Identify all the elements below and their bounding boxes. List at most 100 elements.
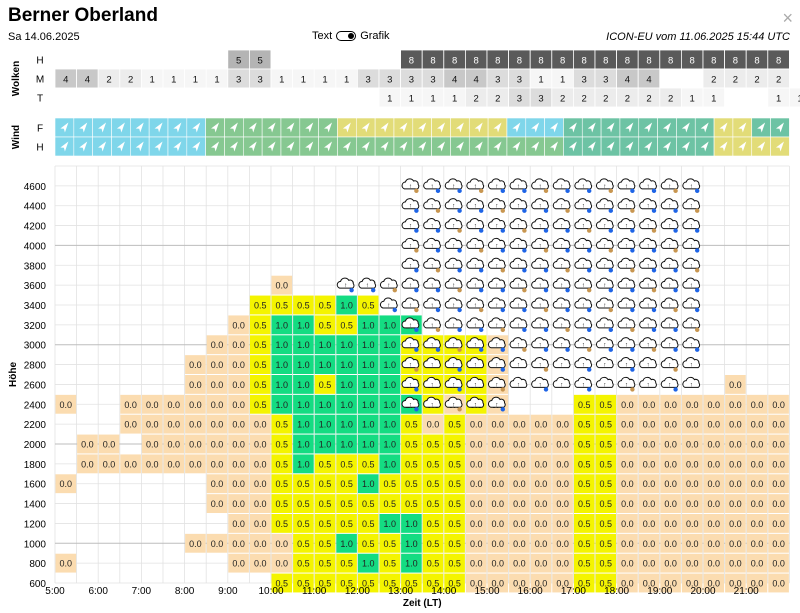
rain-drop-icon [543,248,549,253]
thermal-value: 0.5 [297,559,310,569]
thermal-value: 1.0 [276,360,289,370]
cloud-icon-mark: ↑ [409,263,412,269]
thermal-value: 0.0 [492,499,505,509]
x-tick-label: 16:00 [518,586,543,597]
cloud-icon-mark: ↑ [560,303,563,309]
thermal-value: 0.0 [621,420,634,430]
rain-drop-icon [500,228,505,233]
wind-arrow-icon [135,141,144,152]
cloud-value: 1 [344,75,349,86]
wind-cell [148,117,169,138]
cloud-icon [466,396,485,408]
cloud-icon-mark: ↑ [517,283,520,289]
wind-cell [148,136,169,157]
cloud-icon [552,317,571,329]
rain-drop-icon [608,307,613,313]
thermal-value: 0.0 [729,519,742,529]
thermal-value: 0.0 [729,400,742,410]
cloud-icon [509,237,528,249]
thermal-value: 0.0 [492,340,505,350]
y-tick-label: 3800 [24,261,47,272]
thermal-value: 0.5 [297,519,310,529]
thermal-value: 0.0 [556,499,569,509]
thermal-value: 0.0 [492,420,505,430]
cloud-icon-mark: ↑ [431,184,434,190]
thermal-cell [595,434,617,454]
cloud-icon-mark: ↑ [647,283,650,289]
cloud-icon [682,357,701,369]
cloud-value: 4 [625,75,630,86]
rain-drop-icon [608,188,613,194]
cloud-icon-mark: ↑ [452,382,455,388]
thermal-value: 0.0 [535,479,548,489]
cloud-icon-mark: ↑ [452,303,455,309]
thermal-cell [422,494,444,513]
thermal-value: 0.0 [470,539,483,549]
thermal-value: 0.0 [232,519,245,529]
rain-drop-icon [695,248,700,253]
thermal-value: 0.0 [686,519,699,529]
thermal-cell [379,474,401,494]
thermal-cell [293,434,314,454]
thermal-cell [573,474,595,494]
thermal-value: 0.5 [448,479,461,489]
model-info: ICON-EU vom 11.06.2025 15:44 UTC [606,31,790,43]
y-tick-label: 2000 [24,440,47,451]
cloud-icon [531,297,549,309]
thermal-cell [638,474,660,494]
thermal-cell [487,494,509,513]
cloud-cell [421,68,445,89]
thermal-cell [293,514,314,533]
thermal-value: 0.5 [384,479,397,489]
thermal-cell [509,414,530,434]
thermal-value: 0.5 [319,479,332,489]
rain-drop-icon [479,248,484,253]
thermal-cell [768,434,789,454]
cloud-cell [637,49,661,70]
cloud-value: 8 [603,56,608,67]
thermal-value: 0.0 [492,519,505,529]
cloud-icon-mark: ↑ [474,243,477,249]
cloud-icon [574,357,593,369]
cloud-value: 3 [517,75,522,86]
thermal-cell [422,573,444,593]
thermal-value: 0.5 [427,400,440,410]
cloud-icon [682,218,701,230]
thermal-cell [357,514,379,533]
cloud-icon [531,277,549,289]
toggle-text-label[interactable]: Text [312,30,333,42]
cloud-icon [660,198,679,210]
cloud-icon-mark: ↑ [431,283,434,289]
thermal-value: 0.0 [621,479,634,489]
thermal-cell [487,573,509,593]
wind-cell [506,117,527,138]
cloud-icon-mark: ↑ [625,303,628,309]
cloud-icon [401,237,420,249]
cloud-icon-mark: ↑ [647,343,650,349]
cloud-icon [466,297,485,309]
thermal-cell [357,533,379,553]
close-icon[interactable]: × [782,8,793,28]
thermal-cell [465,394,487,414]
rain-drop-icon [414,287,419,293]
thermal-cell [530,553,552,573]
thermal-cell [573,414,595,434]
thermal-cell [379,514,401,533]
cloud-icon [379,277,398,289]
thermal-cell [379,315,401,335]
thermal-cell [681,573,703,593]
cloud-value: 8 [452,56,457,67]
wind-arrow-icon [681,141,690,152]
y-tick-label: 2800 [24,361,47,372]
view-toggle[interactable]: Text Grafik [312,30,390,42]
rain-drop-icon [651,327,657,333]
cloud-value: 2 [733,75,738,86]
thermal-cell [336,494,357,513]
cloud-icon-mark: ↑ [668,303,671,309]
thermal-cell [357,295,379,315]
cloud-icon [466,357,485,369]
toggle-switch[interactable] [336,31,357,41]
thermal-value: 0.0 [513,559,526,569]
thermal-cell [379,394,401,414]
toggle-graphic-label[interactable]: Grafik [360,30,390,42]
